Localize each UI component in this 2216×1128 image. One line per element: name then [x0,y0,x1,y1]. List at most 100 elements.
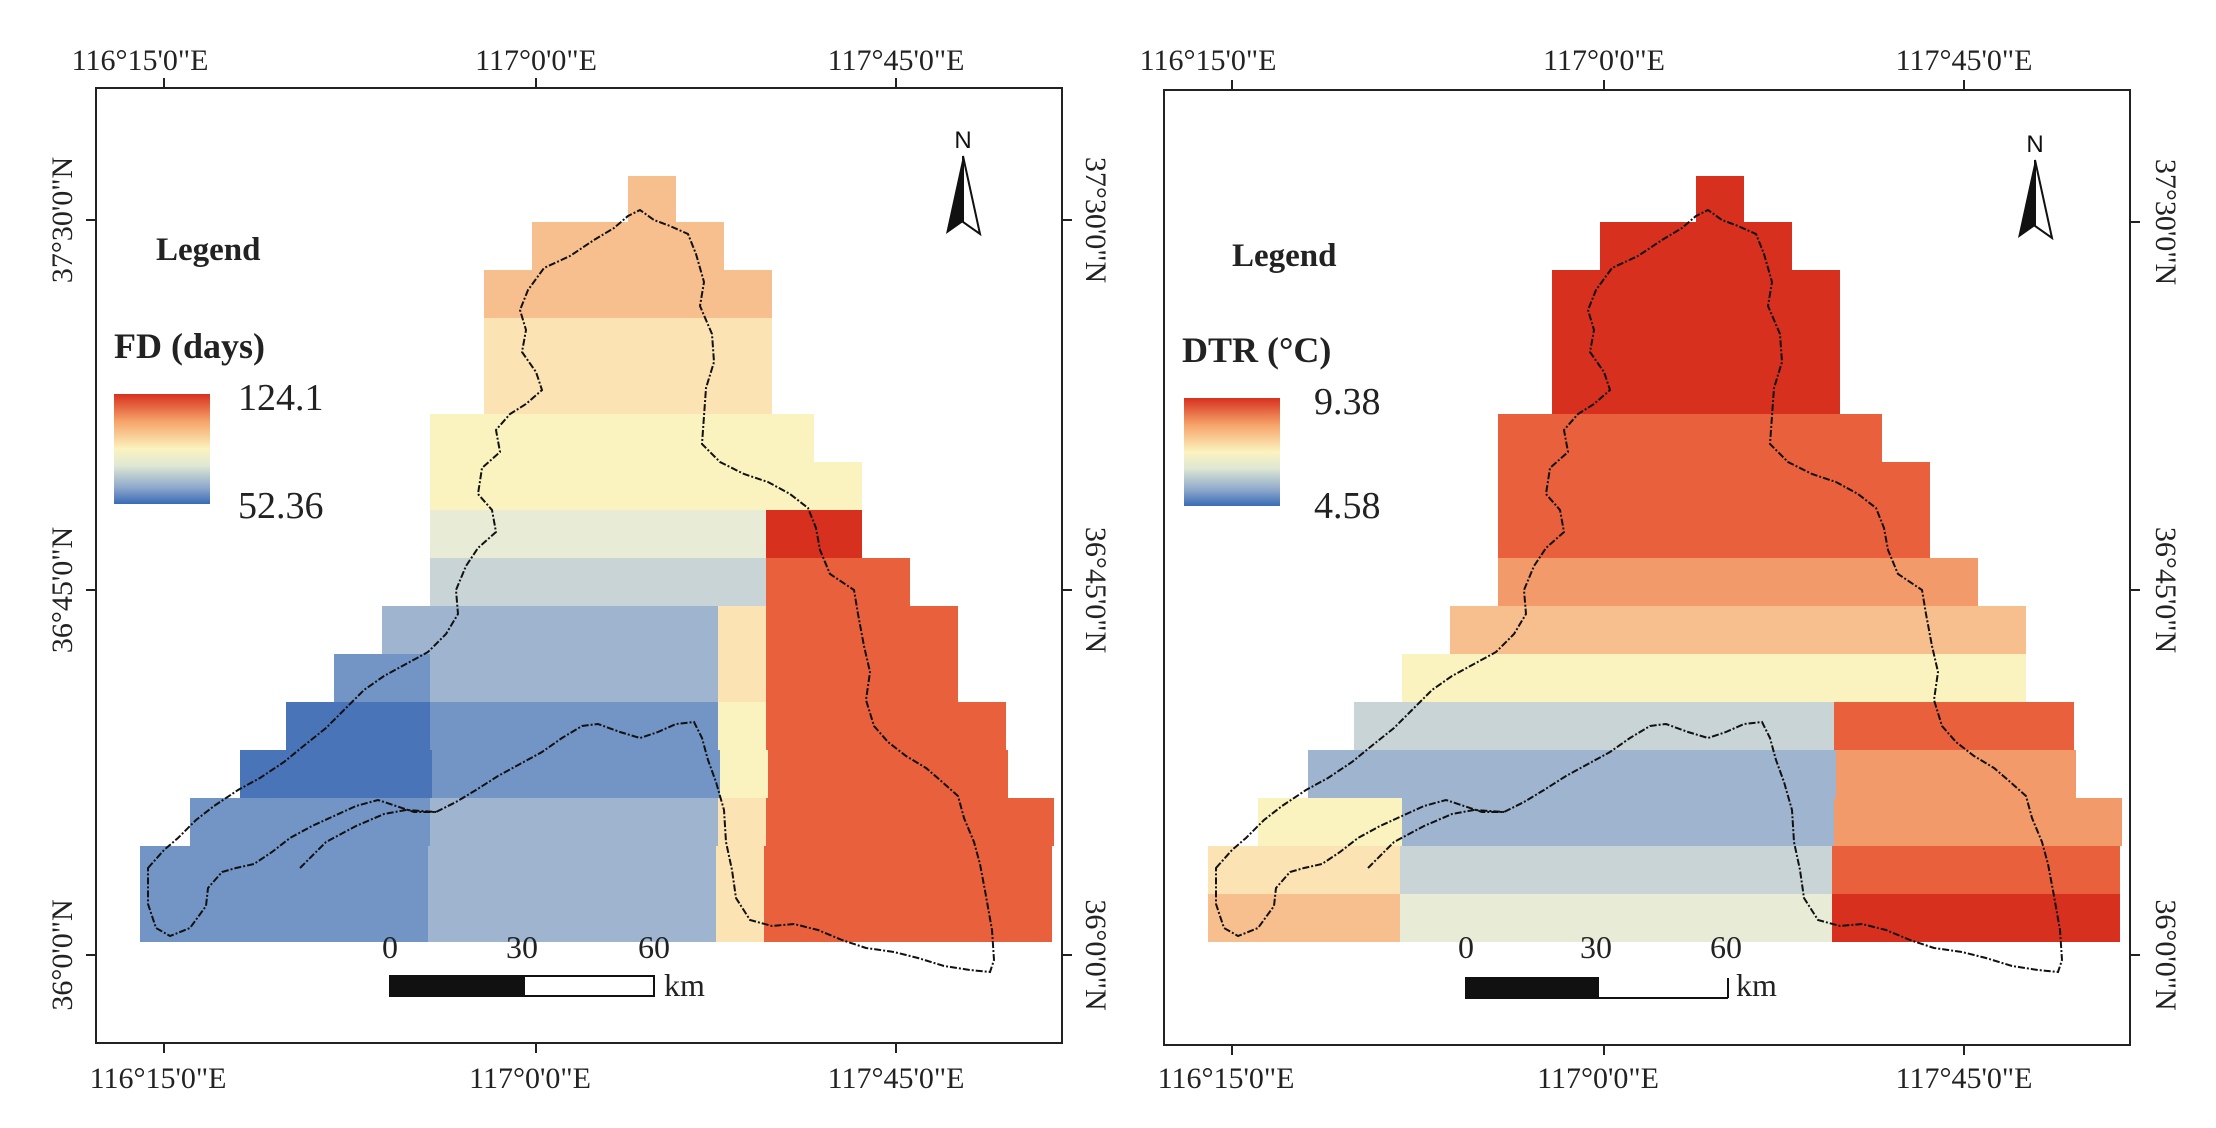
grid-cell [716,846,764,894]
grid-cell [1498,558,1546,606]
grid-cell [1930,558,1978,606]
grid-cell [718,606,766,654]
north-arrow-icon: N [946,127,982,237]
grid-cell [526,558,574,606]
grid-cell [670,558,718,606]
scale-tick-30: 30 [506,929,538,965]
grid-cell [1306,798,1354,846]
grid-cell [1736,846,1784,894]
grid-cell [478,654,526,702]
scale-tick-0: 0 [1458,929,1474,965]
grid-cell [1546,654,1594,702]
grid-cell [912,750,960,798]
grid-cell [382,702,430,750]
grid-cell [1356,750,1404,798]
grid-cell [1690,654,1738,702]
grid-cell [1786,558,1834,606]
grid-cell [1498,510,1546,558]
lon-label-top-1: 116°15'0"E [72,44,209,77]
grid-cell [532,222,580,270]
lon-label-bottom-2: 117°0'0"E [469,1062,591,1095]
grid-cell [188,846,236,894]
grid-cell [1834,510,1882,558]
grid-cell [478,414,526,462]
grid-cell [1354,798,1402,846]
grid-cell [766,558,814,606]
grid-cell [958,798,1006,846]
grid-cell [1546,798,1594,846]
grid-cell [1496,846,1544,894]
scale-bar: 0 30 60 km [1458,929,1777,1003]
grid-cell [1208,894,1256,942]
grid-cell [336,750,384,798]
grid-cell [430,654,478,702]
grid-cell [384,750,432,798]
grid-cell [1786,654,1834,702]
grid-cell [862,702,910,750]
grid-cell [1928,894,1976,942]
grid-cell [1400,846,1448,894]
grid-cell [1696,270,1744,318]
grid-cell [766,798,814,846]
sub-basin-boundary [1367,808,1505,869]
grid-cell [1552,366,1600,414]
grid-cell [1696,176,1744,224]
grid-cell [1498,798,1546,846]
legend-max-value: 9.38 [1314,381,1381,423]
grid-cell [526,462,574,510]
grid-cell [532,270,580,318]
grid-cell [1594,462,1642,510]
grid-cell [1552,270,1600,318]
grid-cell [1882,798,1930,846]
grid-cell [1738,462,1786,510]
grid-cell [1688,894,1736,942]
grid-cell [432,750,480,798]
grid-cell [862,606,910,654]
grid-cell [574,606,622,654]
grid-cell [478,510,526,558]
grid-cell [956,894,1004,942]
grid-cell [574,510,622,558]
grid-cell [1834,414,1882,462]
grid-cell [2072,846,2120,894]
grid-cell [524,894,572,942]
grid-cell [1690,462,1738,510]
grid-cell [1834,798,1882,846]
grid-cell [1544,894,1592,942]
lon-label-top-2: 117°0'0"E [475,44,597,77]
grid-cell [1354,702,1402,750]
grid-cell [478,558,526,606]
grid-cell [580,222,628,270]
grid-cell [670,462,718,510]
grid-cell [190,798,238,846]
grid-cell [622,654,670,702]
grid-cell [478,798,526,846]
grid-cell [1738,798,1786,846]
legend-title: Legend [156,232,261,268]
lon-label-top-1: 116°15'0"E [1140,44,1277,77]
grid-cell [1690,702,1738,750]
grid-cell [1978,606,2026,654]
grid-cell [1500,750,1548,798]
grid-cell [574,462,622,510]
grid-cell [1642,414,1690,462]
grid-cell [910,654,958,702]
grid-cell [718,462,766,510]
grid-cell [1498,654,1546,702]
grid-cell [1600,222,1648,270]
grid-cell [1594,510,1642,558]
grid-cell [960,750,1008,798]
lat-label-right-1: 37°30'0"N [1079,157,1108,283]
grid-cell [526,702,574,750]
grid-cell [478,462,526,510]
grid-cell [718,414,766,462]
svg-text:N: N [2026,131,2043,158]
grid-cell [1544,846,1592,894]
grid-cell [1932,750,1980,798]
grid-cell [1352,846,1400,894]
grid-cell [766,414,814,462]
grid-cell [1740,750,1788,798]
grid-cell [1690,558,1738,606]
grid-cell [574,414,622,462]
grid-cell [1786,702,1834,750]
